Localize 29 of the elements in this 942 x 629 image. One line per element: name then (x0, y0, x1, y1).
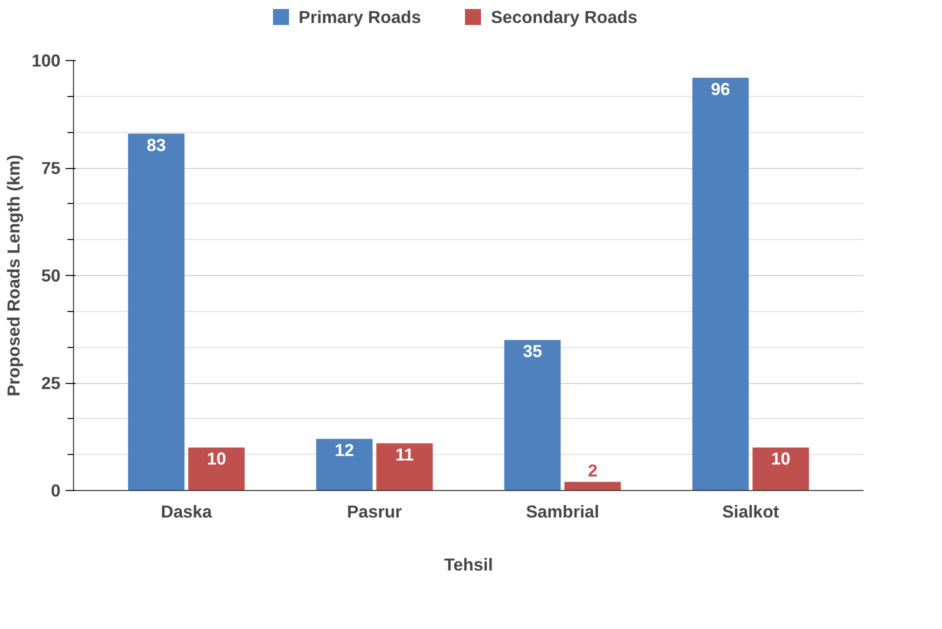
y-tick-label: 0 (50, 480, 61, 500)
bar (188, 448, 245, 490)
bar (316, 438, 373, 490)
y-axis-title: Proposed Roads Length (km) (4, 154, 24, 396)
data-label: 2 (588, 460, 598, 481)
x-tick-label: Pasrur (347, 502, 402, 522)
data-label: 96 (710, 78, 731, 99)
data-label: 35 (522, 341, 542, 362)
y-tick-label: 75 (41, 158, 61, 178)
data-label: 10 (206, 448, 226, 469)
bar (128, 134, 184, 490)
legend-label: Secondary Roads (490, 6, 638, 29)
x-axis-title: Tehsil (444, 554, 493, 574)
data-label: 83 (146, 134, 166, 155)
bar (692, 78, 749, 490)
x-tick-label: Daska (160, 502, 212, 522)
y-tick-label: 25 (41, 373, 61, 393)
bar (564, 482, 621, 490)
data-label: 11 (395, 444, 414, 464)
legend-label: Primary Roads (298, 6, 421, 29)
y-tick-label: 50 (41, 266, 61, 286)
data-label: 12 (334, 440, 354, 460)
x-tick-label: Sialkot (722, 502, 780, 522)
x-tick-label: Sambrial (526, 502, 600, 522)
bar (752, 448, 809, 490)
y-tick-label: 100 (32, 50, 61, 70)
bar (504, 340, 561, 490)
data-label: 10 (771, 448, 790, 469)
bar (376, 443, 433, 490)
